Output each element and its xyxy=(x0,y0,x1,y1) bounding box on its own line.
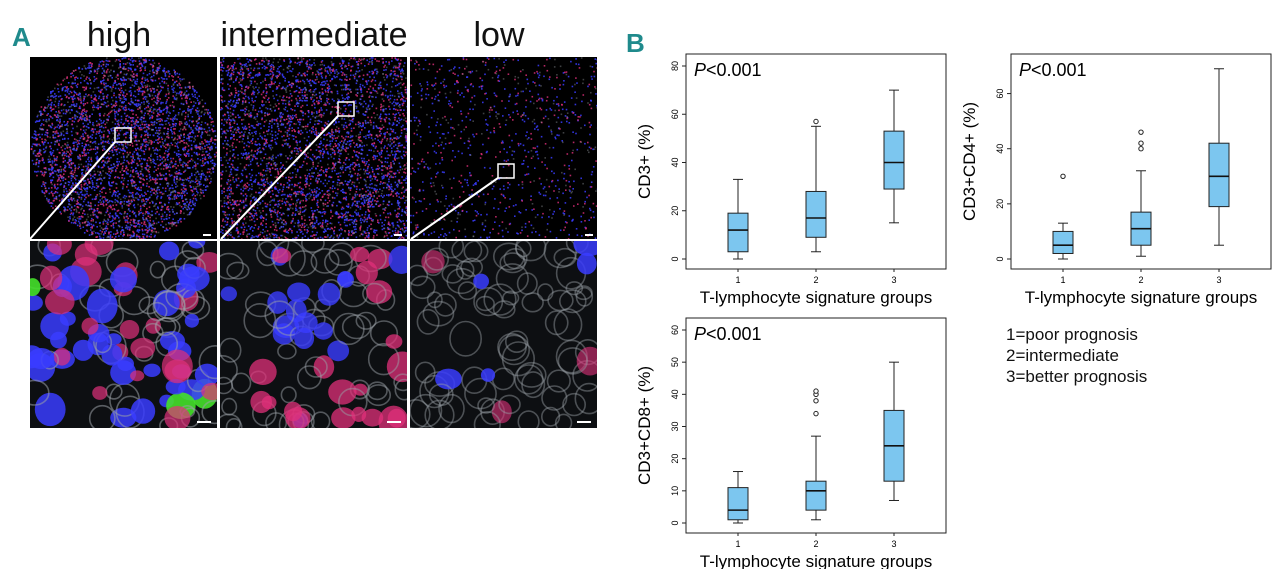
box xyxy=(883,130,905,190)
zoom-line-low xyxy=(410,177,499,240)
x-tick-label: 3 xyxy=(891,275,896,285)
x-tick-label: 1 xyxy=(735,275,740,285)
x-axis-label: T-lymphocyte signature groups xyxy=(1025,288,1257,307)
column-heading-low: low xyxy=(473,16,525,54)
boxplot-cd3: 0 20 40 60 80 CD3+ (%) P<0.001 1 2 3 T-lymphocyte … xyxy=(630,50,950,307)
y-tick-label: 60 xyxy=(670,109,680,119)
column-heading-intermediate: intermediate xyxy=(220,16,408,54)
zoom-box-high xyxy=(114,127,132,143)
x-tick-label: 1 xyxy=(1060,275,1065,285)
outlier-point xyxy=(1138,140,1144,146)
y-tick-label: 40 xyxy=(995,144,1005,154)
y-tick-label: 60 xyxy=(995,89,1005,99)
outlier-point xyxy=(813,398,819,404)
box-group-2 xyxy=(805,118,827,253)
boxplot-svg: 0 20 40 60 80 CD3+ (%) P<0.001 1 2 3 T-lymphocyte … xyxy=(635,53,947,307)
y-axis-label: CD3+ (%) xyxy=(635,124,654,199)
outlier-point xyxy=(813,388,819,394)
legend-entry-2: 2=intermediate xyxy=(1006,346,1119,365)
micrograph-zoom-intermediate xyxy=(220,241,407,428)
p-value-annotation: P<0.001 xyxy=(1019,60,1087,80)
micrograph-zoom-high xyxy=(30,241,217,428)
y-tick-label: 20 xyxy=(670,206,680,216)
box-group-2 xyxy=(805,388,827,521)
panel-letter-a: A xyxy=(12,22,31,52)
x-axis-label: T-lymphocyte signature groups xyxy=(700,552,932,569)
x-tick-label: 3 xyxy=(1216,275,1221,285)
micrograph-zoom-low xyxy=(410,241,597,428)
box xyxy=(1052,230,1074,254)
column-heading-high: high xyxy=(86,16,152,54)
panel-letter-b: B xyxy=(626,28,645,58)
box-group-3 xyxy=(1208,68,1230,246)
y-tick-label: 0 xyxy=(670,256,680,261)
outlier-point xyxy=(813,118,819,125)
y-tick-label: 40 xyxy=(670,389,680,399)
x-tick-label: 1 xyxy=(735,539,740,549)
p-value-annotation: P<0.001 xyxy=(694,60,762,80)
boxplot-cd3-cd4: 0 20 40 60 CD3+CD4+ (%) P<0.001 1 2 3 T-lymphocyt… xyxy=(955,50,1275,307)
scale-bar xyxy=(585,234,593,236)
boxplot-svg: 0 10 20 30 40 50 60 CD3+CD8+ (%) P<0.001 1 2 3 T-lym… xyxy=(635,317,947,569)
box-group-3 xyxy=(883,89,905,224)
scale-bar xyxy=(203,234,211,236)
y-tick-label: 80 xyxy=(670,61,680,71)
box-group-3 xyxy=(883,361,905,501)
box xyxy=(727,487,749,521)
y-axis-label: CD3+CD8+ (%) xyxy=(635,366,654,485)
boxplot-cd3-cd8: 0 10 20 30 40 50 60 CD3+CD8+ (%) P<0.001 1 2 3 T-lym… xyxy=(630,314,950,569)
box xyxy=(805,190,827,238)
box xyxy=(1208,142,1230,208)
x-axis-label: T-lymphocyte signature groups xyxy=(700,288,932,307)
y-axis-label: CD3+CD4+ (%) xyxy=(960,102,979,221)
scale-bar xyxy=(387,421,401,423)
outlier-point xyxy=(1138,129,1144,135)
box-group-1 xyxy=(1052,173,1074,260)
outlier-point xyxy=(1138,146,1144,152)
scale-bar xyxy=(394,234,402,236)
zoom-box-low xyxy=(497,163,515,179)
boxplot-svg: 0 20 40 60 CD3+CD4+ (%) P<0.001 1 2 3 T-lymphocyt… xyxy=(960,53,1272,307)
micrograph-overview-low xyxy=(410,57,597,239)
y-tick-label: 0 xyxy=(995,256,1005,261)
y-tick-label: 0 xyxy=(670,520,680,525)
y-tick-label: 20 xyxy=(995,199,1005,209)
scale-bar xyxy=(577,421,591,423)
x-tick-label: 3 xyxy=(891,539,896,549)
p-value-annotation: P<0.001 xyxy=(694,324,762,344)
zoom-box-intermediate xyxy=(337,101,355,117)
x-tick-label: 2 xyxy=(1138,275,1143,285)
box xyxy=(727,212,749,253)
y-tick-label: 50 xyxy=(670,357,680,367)
y-tick-label: 60 xyxy=(670,325,680,335)
legend-entry-3: 3=better prognosis xyxy=(1006,367,1148,386)
micrograph-overview-intermediate xyxy=(220,57,407,239)
y-tick-label: 10 xyxy=(670,486,680,496)
outlier-point xyxy=(813,410,819,417)
x-tick-label: 2 xyxy=(813,539,818,549)
box xyxy=(805,480,827,511)
legend-entry-1: 1=poor prognosis xyxy=(1006,325,1138,344)
zoom-line-intermediate xyxy=(220,115,339,240)
box-group-1 xyxy=(727,178,749,260)
y-tick-label: 30 xyxy=(670,421,680,431)
zoom-line-high xyxy=(29,141,116,240)
box-group-2 xyxy=(1130,129,1152,257)
outlier-point xyxy=(1060,173,1066,179)
micrograph-overview-high xyxy=(30,57,217,239)
zoom-connector-lines xyxy=(29,101,515,240)
scale-bar xyxy=(197,421,211,423)
group-legend: 1=poor prognosis 2=intermediate 3=better… xyxy=(1006,324,1147,387)
y-tick-label: 40 xyxy=(670,157,680,167)
box-group-1 xyxy=(727,471,749,524)
x-tick-label: 2 xyxy=(813,275,818,285)
y-tick-label: 20 xyxy=(670,454,680,464)
